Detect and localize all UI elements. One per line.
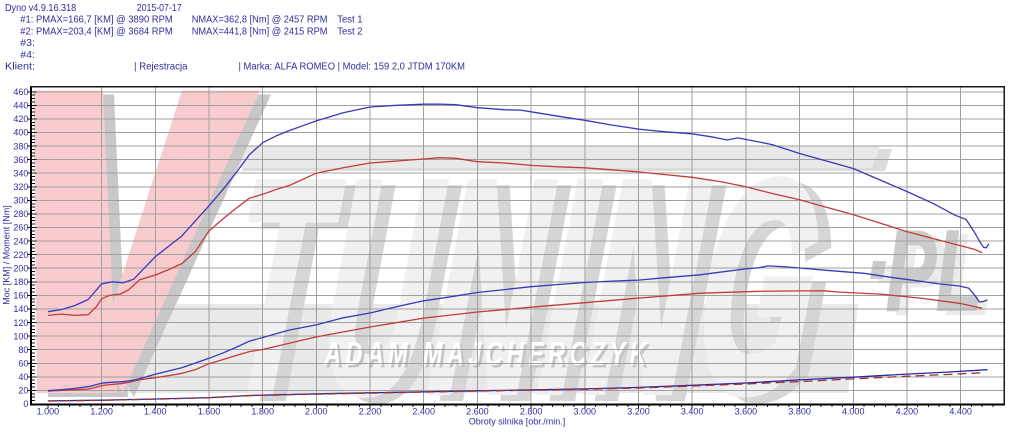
svg-text:3.600: 3.600: [735, 407, 758, 417]
svg-text:240: 240: [13, 236, 28, 246]
svg-text:60: 60: [18, 358, 28, 368]
svg-text:ADAM MAJCHERCZYK: ADAM MAJCHERCZYK: [323, 336, 651, 373]
svg-text:1.200: 1.200: [90, 407, 113, 417]
svg-text:Test 1: Test 1: [337, 14, 363, 26]
svg-text:Moc [KM] / Moment [Nm]: Moc [KM] / Moment [Nm]: [2, 205, 12, 305]
svg-text:80: 80: [18, 345, 28, 355]
svg-text:4.400: 4.400: [949, 407, 972, 417]
svg-text:1.000: 1.000: [37, 407, 60, 417]
svg-text:340: 340: [13, 168, 28, 178]
svg-text:2.600: 2.600: [466, 407, 489, 417]
svg-text:160: 160: [13, 291, 28, 301]
svg-text:#1: PMAX=166,7 [KM] @ 3890 RPM: #1: PMAX=166,7 [KM] @ 3890 RPM: [20, 14, 172, 26]
svg-text:Klient:: Klient:: [5, 61, 35, 73]
svg-text:460: 460: [13, 87, 28, 97]
svg-text:3.800: 3.800: [788, 407, 811, 417]
svg-text:#2: PMAX=203,4 [KM] @ 3684 RPM: #2: PMAX=203,4 [KM] @ 3684 RPM: [20, 25, 172, 37]
svg-text:NMAX=362,8 [Nm] @ 2457 RPM: NMAX=362,8 [Nm] @ 2457 RPM: [192, 14, 328, 26]
svg-text:NMAX=441,8 [Nm] @ 2415 RPM: NMAX=441,8 [Nm] @ 2415 RPM: [192, 25, 328, 37]
svg-text:4.200: 4.200: [896, 407, 919, 417]
svg-text:1.400: 1.400: [144, 407, 167, 417]
svg-text:300: 300: [13, 196, 28, 206]
svg-text:180: 180: [13, 277, 28, 287]
svg-text:3.200: 3.200: [627, 407, 650, 417]
svg-text:220: 220: [13, 250, 28, 260]
svg-text:420: 420: [13, 114, 28, 124]
svg-text:0: 0: [23, 399, 28, 409]
svg-text:400: 400: [13, 128, 28, 138]
svg-text:#3:: #3:: [20, 37, 35, 49]
svg-text:#4:: #4:: [20, 49, 35, 61]
svg-text:Test 2: Test 2: [337, 25, 363, 37]
svg-text:1.600: 1.600: [198, 407, 221, 417]
svg-text:200: 200: [13, 263, 28, 273]
svg-text:40: 40: [18, 372, 28, 382]
svg-text:TUNING: TUNING: [231, 126, 850, 440]
svg-text:Obroty silnika [obr./min.]: Obroty silnika [obr./min.]: [469, 417, 566, 427]
svg-text:380: 380: [13, 141, 28, 151]
svg-text:20: 20: [18, 386, 28, 396]
svg-text:2.800: 2.800: [520, 407, 543, 417]
svg-text:440: 440: [13, 101, 28, 111]
svg-text:2.200: 2.200: [359, 407, 382, 417]
svg-text:ADAM MAJCHERCZYK: ADAM MAJCHERCZYK: [326, 339, 654, 376]
svg-text:2.000: 2.000: [305, 407, 328, 417]
svg-text:120: 120: [13, 318, 28, 328]
svg-text:140: 140: [13, 304, 28, 314]
svg-text:TUNING: TUNING: [218, 120, 837, 440]
svg-text:360: 360: [13, 155, 28, 165]
svg-text:Dyno v4.9.16.318: Dyno v4.9.16.318: [5, 2, 76, 14]
svg-text:2015-07-17: 2015-07-17: [137, 2, 182, 14]
svg-text:100: 100: [13, 331, 28, 341]
svg-text:260: 260: [13, 223, 28, 233]
svg-text:320: 320: [13, 182, 28, 192]
svg-text:| Rejestracja: | Rejestracja: [134, 61, 188, 73]
svg-text:3.400: 3.400: [681, 407, 704, 417]
svg-text:280: 280: [13, 209, 28, 219]
svg-text:1.800: 1.800: [251, 407, 274, 417]
svg-text:2.400: 2.400: [412, 407, 435, 417]
svg-text:4.000: 4.000: [842, 407, 865, 417]
svg-text:| Marka: ALFA ROMEO | Model: 1: | Marka: ALFA ROMEO | Model: 159 2,0 JTD…: [239, 61, 466, 73]
svg-text:3.000: 3.000: [574, 407, 597, 417]
